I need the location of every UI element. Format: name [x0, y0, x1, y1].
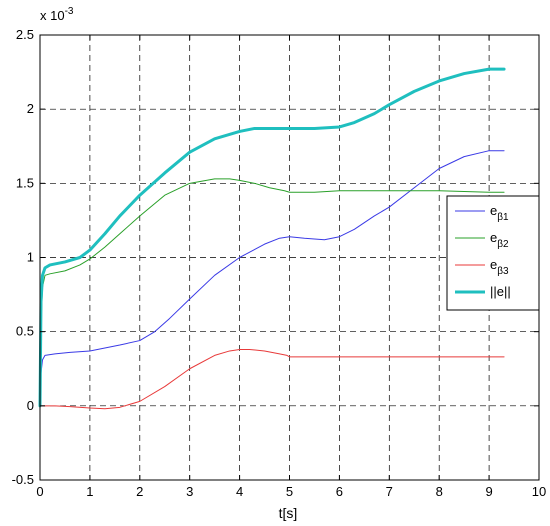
y-tick-label: -0.5	[12, 472, 34, 487]
legend-label: eβ1	[490, 203, 509, 223]
y-tick-label: 2.5	[16, 27, 34, 42]
x-tick-label: 1	[86, 484, 93, 499]
y-exponent-base: x 10-3	[40, 6, 74, 23]
series-line-3	[39, 348, 505, 410]
x-tick-label: 8	[436, 484, 443, 499]
y-tick-label: 0	[27, 398, 34, 413]
series-lines	[38, 67, 506, 410]
x-tick-label: 10	[532, 484, 546, 499]
legend-label: eβ3	[490, 257, 509, 277]
x-tick-label: 3	[186, 484, 193, 499]
series-line-4	[38, 67, 506, 408]
x-tick-label: 9	[485, 484, 492, 499]
series-line-1	[39, 150, 505, 407]
tick-marks	[39, 34, 540, 481]
legend: eβ1 eβ2 eβ3 ||e||	[446, 195, 540, 311]
x-tick-label: 2	[136, 484, 143, 499]
x-tick-label: 7	[386, 484, 393, 499]
x-axis-label: t[s]	[279, 505, 298, 521]
y-tick-label: 2	[27, 101, 34, 116]
x-tick-label: 6	[336, 484, 343, 499]
x-tick-label: 5	[286, 484, 293, 499]
legend-label: eβ2	[490, 230, 509, 250]
x-tick-label: 0	[36, 484, 43, 499]
y-tick-label: 1.5	[16, 175, 34, 190]
series-line-2	[39, 178, 505, 407]
y-tick-label: 0.5	[16, 324, 34, 339]
tick-labels: 0 1 2 3 4 5 6 7 8 9 10-0.500.511.522.5	[12, 27, 547, 499]
y-tick-label: 1	[27, 250, 34, 265]
x-tick-label: 4	[236, 484, 243, 499]
legend-label: ||e||	[490, 284, 511, 299]
